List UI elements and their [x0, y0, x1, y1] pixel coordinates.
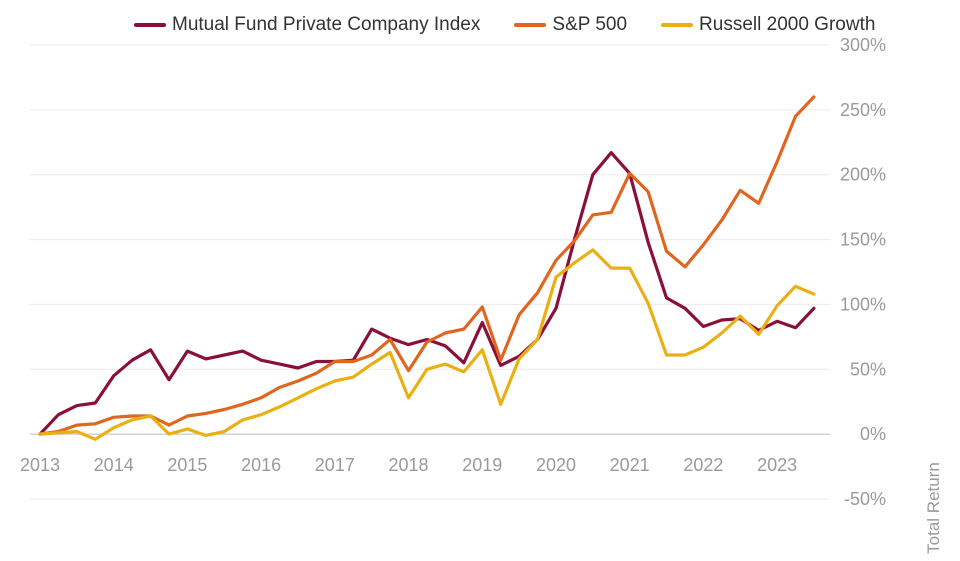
series-lines	[38, 95, 816, 441]
legend-item-sp500: S&P 500	[514, 14, 627, 36]
x-tick-label: 2015	[167, 455, 207, 475]
x-axis-ticks: 2013 2014 2015 2016 2017 2018 2019 2020 2021 2022…	[20, 455, 797, 475]
x-tick-label: 2014	[94, 455, 134, 475]
x-tick-label: 2020	[536, 455, 576, 475]
legend-label: Russell 2000 Growth	[699, 14, 876, 35]
y-tick-label: 150%	[840, 230, 886, 250]
y-tick-label: 250%	[840, 100, 886, 120]
legend-label: S&P 500	[552, 14, 628, 35]
x-tick-label: 2019	[462, 455, 502, 475]
series-line-1	[38, 95, 816, 436]
y-tick-label: 100%	[840, 294, 886, 314]
x-tick-label: 2016	[241, 455, 281, 475]
series-line-2	[38, 248, 816, 441]
legend-item-private-company-index: Mutual Fund Private Company Index	[134, 14, 480, 36]
series-line-0	[38, 151, 816, 436]
y-tick-label: -50%	[844, 489, 886, 509]
y-axis-label: Total Return	[924, 462, 943, 554]
gridlines	[30, 44, 830, 500]
legend-label: Mutual Fund Private Company Index	[172, 14, 481, 35]
y-tick-label: 200%	[840, 165, 886, 185]
legend-swatch	[134, 23, 166, 27]
x-tick-label: 2021	[610, 455, 650, 475]
chart-legend: Mutual Fund Private Company Index S&P 50…	[134, 14, 909, 36]
legend-swatch	[661, 23, 694, 27]
x-tick-label: 2022	[683, 455, 723, 475]
x-tick-label: 2017	[315, 455, 355, 475]
x-tick-label: 2018	[389, 455, 429, 475]
x-tick-label: 2023	[757, 455, 797, 475]
legend-item-russell-2000-growth: Russell 2000 Growth	[661, 14, 875, 36]
y-tick-label: 50%	[850, 359, 886, 379]
y-tick-label: 0%	[860, 424, 886, 444]
x-tick-label: 2013	[20, 455, 60, 475]
y-axis-ticks: 300% 250% 200% 150% 100% 50% 0% -50%	[840, 35, 886, 509]
legend-swatch	[514, 23, 547, 27]
y-tick-label: 300%	[840, 35, 886, 55]
